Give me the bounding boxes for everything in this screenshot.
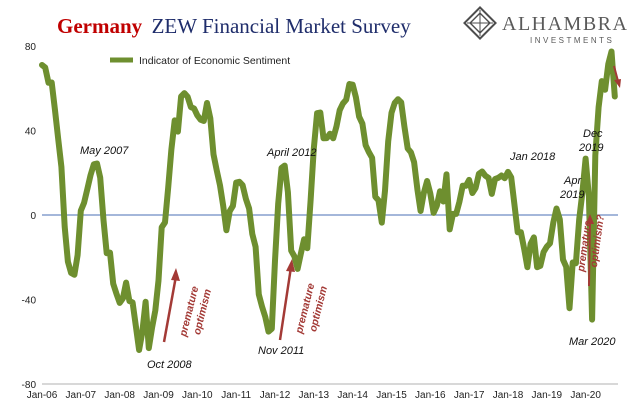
- x-tick-label: Jan-18: [493, 390, 524, 401]
- x-tick-label: Jan-15: [376, 390, 407, 401]
- arrow-up: [278, 266, 293, 341]
- arrow-up-head: [171, 268, 180, 281]
- arrow-up-head: [286, 259, 295, 272]
- x-tick-label: Jan-11: [221, 390, 251, 401]
- x-tick-label: Jan-14: [337, 390, 368, 401]
- y-tick-label: 80: [25, 42, 37, 53]
- x-tick-label: Jan-16: [415, 390, 446, 401]
- annotation-mar-2020: Mar 2020: [569, 336, 616, 348]
- x-tick-label: Jan-08: [104, 390, 135, 401]
- annotation-dec-2019-line2: 2019: [578, 142, 603, 154]
- premature-optimism-2009: prematureoptimism: [162, 268, 214, 343]
- x-tick-label: Jan-10: [182, 390, 213, 401]
- x-tick-label: Jan-12: [260, 390, 291, 401]
- x-tick-label: Jan-07: [66, 390, 97, 401]
- x-tick-label: Jan-19: [532, 390, 563, 401]
- alhambra-diamond-logo-icon: [463, 6, 497, 40]
- x-tick-label: Jan-20: [570, 390, 601, 401]
- annotation-jan-2018: Jan 2018: [509, 151, 556, 163]
- annotation-may-2007: May 2007: [80, 145, 129, 157]
- y-tick-label: -80: [22, 380, 37, 391]
- x-tick-label: Jan-09: [143, 390, 174, 401]
- down-arrow-recent: [613, 65, 621, 88]
- y-axis: -80 -40 0 40 80: [22, 42, 37, 391]
- brand-name: ALHAMBRA: [502, 13, 628, 35]
- optimism-label-2012: prematureoptimism: [293, 282, 330, 339]
- arrow-up: [162, 275, 178, 343]
- annotation-oct-2008: Oct 2008: [147, 359, 193, 371]
- y-tick-label: 40: [25, 127, 37, 138]
- arrow-up-head: [586, 214, 594, 224]
- title-country: Germany: [57, 14, 143, 38]
- series-line-economic-sentiment: [39, 48, 618, 353]
- premature-optimism-2020: prematureoptimism?: [575, 213, 607, 287]
- annotation-dec-2019-line1: Dec: [583, 128, 603, 140]
- x-tick-label: Jan-13: [299, 390, 330, 401]
- legend-label: Indicator of Economic Sentiment: [139, 55, 290, 67]
- legend: Indicator of Economic Sentiment: [110, 55, 290, 67]
- x-axis: Jan-06 Jan-07 Jan-08 Jan-09 Jan-10 Jan-11 Jan-…: [27, 383, 618, 401]
- alhambra-logo: ALHAMBRA INVESTMENTS: [463, 6, 628, 45]
- x-tick-label: Jan-06: [27, 390, 58, 401]
- premature-optimism-2012: prematureoptimism: [278, 259, 330, 341]
- y-tick-label: -40: [22, 296, 37, 307]
- annotation-apr-2019-line2: 2019: [559, 189, 584, 201]
- arrow-up: [588, 221, 591, 287]
- x-tick-label: Jan-17: [454, 390, 485, 401]
- title-survey: ZEW Financial Market Survey: [152, 14, 412, 38]
- annotation-apr-2019-line1: Apr: [563, 175, 582, 187]
- annotation-nov-2011: Nov 2011: [258, 345, 304, 357]
- brand-subtitle: INVESTMENTS: [530, 36, 614, 45]
- chart-title: Germany ZEW Financial Market Survey: [57, 14, 411, 38]
- optimism-label-2009: prematureoptimism: [177, 285, 214, 342]
- y-tick-label: 0: [30, 211, 36, 222]
- series-group: [39, 48, 618, 353]
- annotation-april-2012: April 2012: [266, 147, 317, 159]
